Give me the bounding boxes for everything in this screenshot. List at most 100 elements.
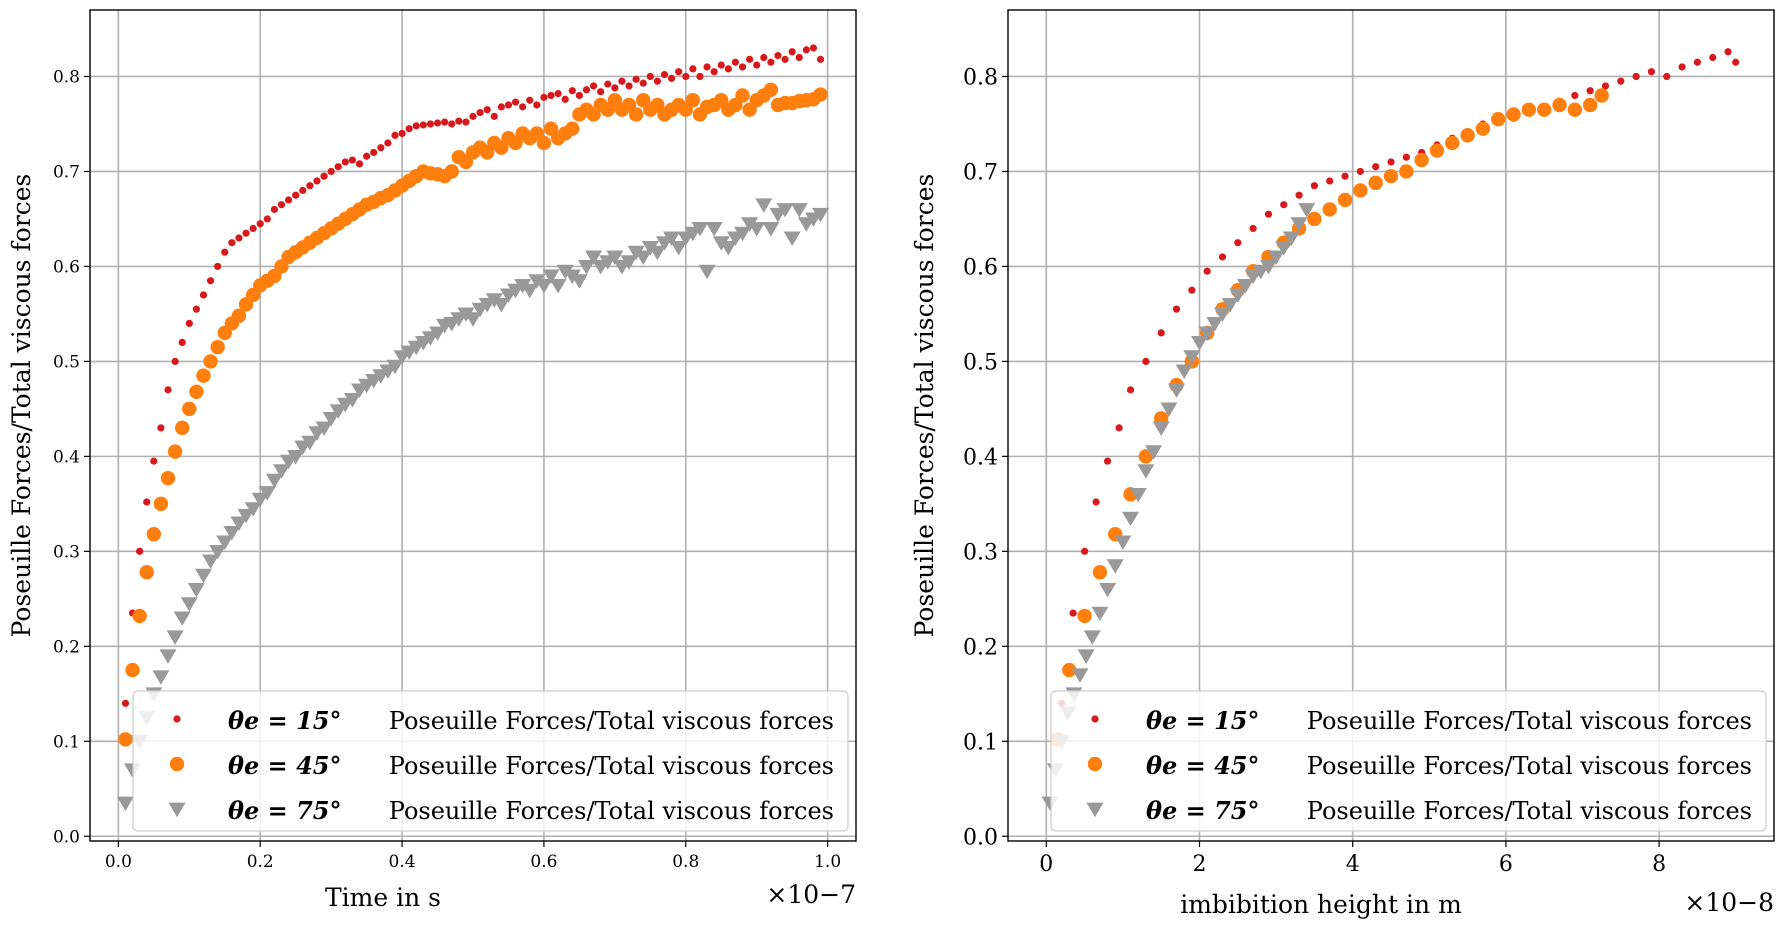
data-point <box>589 82 598 90</box>
data-point <box>1099 582 1117 598</box>
data-point <box>1307 211 1322 227</box>
data-point <box>774 51 782 60</box>
data-point <box>160 471 176 486</box>
data-point <box>343 393 361 408</box>
data-point <box>696 72 704 81</box>
data-point <box>1221 298 1239 313</box>
legend-marker <box>169 756 185 772</box>
data-point <box>355 160 364 168</box>
data-point <box>1617 77 1625 85</box>
data-point <box>270 205 279 214</box>
data-point <box>398 129 406 138</box>
data-point <box>519 103 527 111</box>
x-axis-multiplier: ×10−7 <box>766 880 856 909</box>
data-point <box>1552 97 1567 113</box>
data-point <box>632 75 640 83</box>
data-point <box>242 229 250 237</box>
data-point <box>1069 609 1077 617</box>
data-point <box>536 135 552 151</box>
data-point <box>1115 424 1123 432</box>
data-point <box>1259 260 1277 275</box>
data-point <box>1445 135 1460 151</box>
data-point <box>153 496 169 512</box>
data-point <box>1594 88 1609 103</box>
legend-label: Poseuille Forces/Total viscous forces <box>389 797 834 825</box>
data-point <box>192 305 200 313</box>
data-point <box>384 139 392 147</box>
data-point <box>1229 288 1247 303</box>
data-point <box>620 255 638 270</box>
y-tick-label: 0.7 <box>963 160 998 185</box>
y-tick-label: 0.7 <box>53 162 80 182</box>
data-point <box>1198 326 1216 341</box>
y-tick-label: 0.0 <box>53 827 80 847</box>
data-point <box>511 98 520 106</box>
data-point <box>1290 217 1308 232</box>
y-tick-label: 0.4 <box>53 447 80 467</box>
legend-marker <box>1086 802 1104 818</box>
data-point <box>1103 457 1112 465</box>
series-layer <box>1041 48 1740 812</box>
legend-label: Poseuille Forces/Total viscous forces <box>1307 797 1752 825</box>
data-point <box>1368 175 1383 191</box>
data-point <box>1693 58 1701 66</box>
data-point <box>189 384 204 399</box>
data-point <box>164 386 172 394</box>
x-tick-label: 0.6 <box>530 852 557 872</box>
left-panel: 0.0 0.2 0.4 0.6 0.8 1.0 0.0 0.1 0.2 0.3 0.4 0.5 0.6 0… <box>7 9 857 912</box>
data-point <box>476 108 484 117</box>
data-point <box>277 201 286 209</box>
data-point <box>753 61 761 69</box>
data-point <box>1203 267 1211 275</box>
data-point <box>258 486 276 501</box>
data-point <box>628 107 644 122</box>
data-point <box>547 91 555 100</box>
data-point <box>1326 177 1334 185</box>
data-point <box>670 241 688 256</box>
data-point <box>157 424 165 432</box>
data-point <box>1083 630 1101 645</box>
data-point <box>152 670 170 685</box>
data-point <box>1475 121 1491 136</box>
data-point <box>121 699 130 707</box>
data-point <box>334 163 342 171</box>
data-point <box>370 148 378 157</box>
y-tick-label: 0.2 <box>963 635 998 660</box>
data-point <box>178 338 186 346</box>
data-point <box>1267 250 1285 266</box>
legend-prefix: θe = 75° <box>228 796 342 825</box>
y-tick-label: 0.8 <box>963 65 998 90</box>
data-point <box>143 498 151 506</box>
data-point <box>1601 82 1610 90</box>
data-point <box>228 239 236 247</box>
y-tick-label: 0.0 <box>963 825 998 850</box>
data-point <box>1298 203 1316 218</box>
data-point <box>464 312 482 327</box>
y-tick-label: 0.1 <box>53 732 80 752</box>
data-point <box>196 368 211 383</box>
data-point <box>469 112 477 120</box>
data-point <box>1062 662 1077 678</box>
data-point <box>585 250 603 266</box>
data-point <box>306 182 314 190</box>
data-point <box>1521 102 1537 117</box>
data-point <box>180 597 198 612</box>
data-point <box>125 662 140 678</box>
data-point <box>1341 172 1349 180</box>
data-point <box>202 554 220 569</box>
data-point <box>214 262 222 271</box>
data-point <box>1322 202 1337 217</box>
data-point <box>216 535 234 550</box>
data-point <box>1172 305 1181 313</box>
data-point <box>235 234 243 242</box>
data-point <box>675 68 683 76</box>
data-point <box>166 630 184 645</box>
data-point <box>504 101 513 109</box>
data-point <box>444 164 459 179</box>
data-point <box>717 61 725 69</box>
plot-frame <box>89 9 857 842</box>
data-point <box>577 260 595 275</box>
data-point <box>816 55 825 63</box>
data-point <box>611 84 619 92</box>
x-axis-label: imbibition height in m <box>1180 890 1462 919</box>
